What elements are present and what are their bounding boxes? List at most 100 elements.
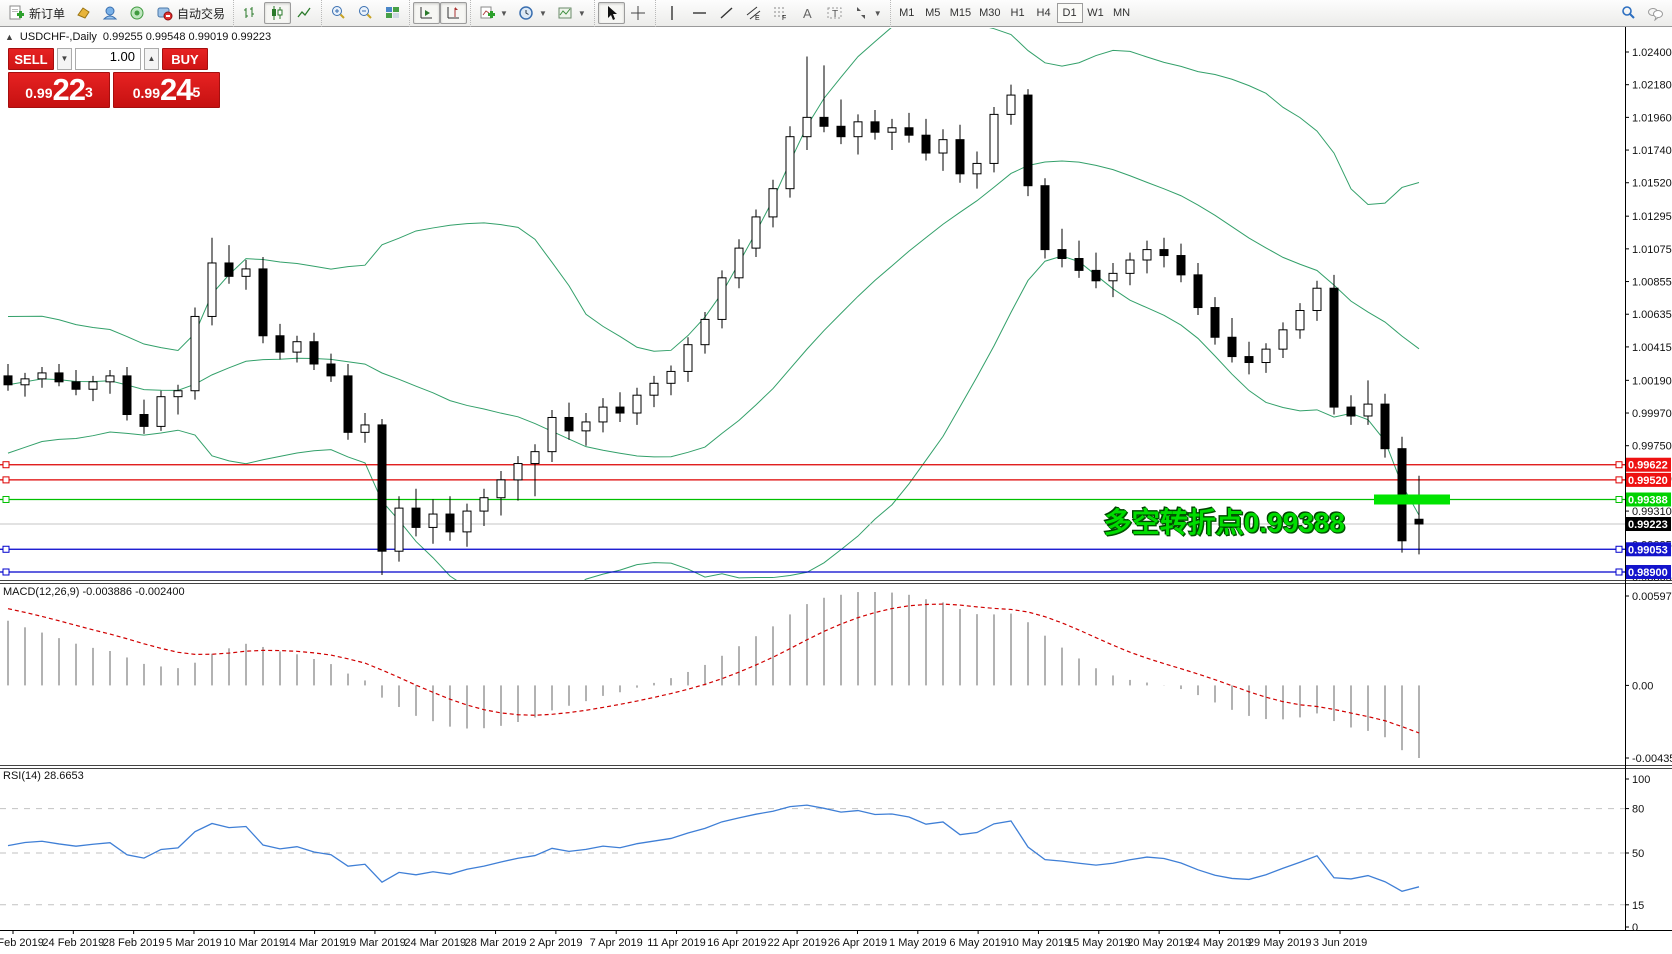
tf-d1[interactable]: D1 [1056, 3, 1083, 23]
new-order-button[interactable]: 新订单 [3, 2, 70, 24]
bullish-candle [1108, 272, 1118, 282]
candlestick-chart-button[interactable] [264, 2, 292, 24]
label-button[interactable]: T [821, 2, 848, 24]
bearish-candle [377, 424, 387, 552]
tf-h1[interactable]: H1 [1010, 7, 1025, 19]
date-label: 1 May 2019 [889, 937, 946, 949]
text-button[interactable]: A [794, 2, 821, 24]
tf-m30[interactable]: M30 [979, 7, 1001, 19]
level-line-handle[interactable] [2, 568, 10, 576]
price-tick-label: 1.01520 [1632, 178, 1672, 190]
bullish-candle [768, 188, 778, 218]
bullish-candle [666, 370, 676, 384]
buy-price-sup: 5 [192, 84, 201, 100]
bullish-candle [513, 463, 523, 481]
sell-button[interactable]: SELL [8, 48, 54, 70]
rsi-axis-label: 15 [1632, 900, 1644, 912]
level-line-handle[interactable] [1615, 495, 1623, 503]
toolbar: 新订单 自动交易 [0, 0, 1672, 27]
bullish-candle [700, 318, 710, 346]
vertical-line-button[interactable] [659, 2, 686, 24]
bearish-candle [564, 416, 574, 432]
volume-input[interactable]: 1.00 [75, 48, 141, 70]
templates-button[interactable]: ▼ [552, 2, 591, 24]
bearish-candle [258, 268, 268, 337]
channel-button[interactable]: E [740, 2, 767, 24]
level-line-handle[interactable] [2, 495, 10, 503]
bullish-candle [581, 421, 591, 432]
tile-windows-button[interactable] [379, 2, 406, 24]
bearish-candle [1193, 274, 1203, 309]
tf-w1[interactable]: W1 [1087, 7, 1104, 19]
level-line-handle[interactable] [1615, 568, 1623, 576]
level-line-handle[interactable] [2, 476, 10, 484]
date-label: 19 Mar 2019 [344, 937, 406, 949]
auto-scroll-button[interactable] [413, 2, 441, 24]
toolbar-group-objects: E F A T ▼ [654, 0, 890, 27]
bearish-candle [1329, 287, 1339, 408]
zoom-out-icon [357, 5, 374, 21]
bearish-candle [1414, 518, 1424, 525]
volume-increase-button[interactable]: ▲ [144, 48, 159, 70]
market-watch-button[interactable] [70, 2, 97, 24]
new-order-label: 新订单 [29, 6, 66, 21]
fibonacci-button[interactable]: F [767, 2, 794, 24]
chat-button[interactable] [1642, 2, 1669, 24]
bearish-candle [921, 134, 931, 154]
volume-decrease-button[interactable]: ▼ [57, 48, 72, 70]
pivot-highlight-segment[interactable] [1374, 494, 1450, 505]
bearish-candle [836, 125, 846, 138]
pivot-annotation-text[interactable]: 多空转折点0.99388 [1103, 506, 1345, 539]
vertical-line-icon [664, 5, 681, 21]
tf-m15[interactable]: M15 [949, 7, 972, 19]
sell-price-tile[interactable]: 0.99 22 3 [8, 72, 110, 108]
collapse-panel-arrow[interactable]: ▲ [5, 32, 14, 42]
line-chart-button[interactable] [291, 2, 318, 24]
periods-button[interactable]: ▼ [513, 2, 552, 24]
crosshair-button[interactable] [625, 2, 652, 24]
trendline-button[interactable] [713, 2, 740, 24]
level-line-handle[interactable] [1615, 545, 1623, 553]
arrows-button[interactable]: ▼ [848, 2, 887, 24]
chart-area[interactable]: 多空转折点0.99388 1.02400 1.02180 1.01960 1.01740… [0, 27, 1672, 954]
bullish-candle [853, 121, 863, 138]
indicators-button[interactable]: ▼ [474, 2, 513, 24]
community-button[interactable] [97, 2, 124, 24]
level-line-handle[interactable] [1615, 476, 1623, 484]
bearish-candle [275, 335, 285, 353]
date-label: 3 Jun 2019 [1313, 937, 1367, 949]
zoom-in-button[interactable] [325, 2, 352, 24]
bearish-candle [819, 116, 829, 127]
chart-shift-button[interactable] [440, 2, 468, 24]
level-line-handle[interactable] [2, 461, 10, 469]
bearish-candle [445, 513, 455, 533]
search-button[interactable] [1615, 2, 1642, 24]
bearish-candle [1210, 307, 1220, 338]
zoom-out-button[interactable] [352, 2, 379, 24]
level-line-handle[interactable] [2, 545, 10, 553]
bullish-candle [989, 113, 999, 164]
bar-chart-icon [242, 5, 259, 21]
rsi-axis-label: 80 [1632, 804, 1644, 816]
horizontal-line-button[interactable] [686, 2, 713, 24]
alerts-button[interactable] [124, 2, 151, 24]
level-line-handle[interactable] [1615, 461, 1623, 469]
ohlc-values: 0.99255 0.99548 0.99019 0.99223 [102, 31, 272, 43]
bullish-candle [683, 344, 693, 372]
buy-price-tile[interactable]: 0.99 24 5 [113, 72, 220, 108]
auto-scroll-icon [418, 5, 435, 21]
bar-chart-button[interactable] [237, 2, 264, 24]
cursor-button[interactable] [597, 2, 625, 24]
bullish-candle [360, 424, 370, 433]
tf-m5[interactable]: M5 [925, 7, 941, 19]
price-badge-label: 0.99388 [1628, 494, 1668, 506]
tf-mn[interactable]: MN [1112, 7, 1131, 19]
autotrading-button[interactable]: 自动交易 [151, 2, 230, 24]
bearish-candle [54, 372, 64, 383]
price-badge [1626, 457, 1671, 472]
date-label: 14 Mar 2019 [284, 937, 346, 949]
tf-m1[interactable]: M1 [899, 7, 915, 19]
buy-button[interactable]: BUY [162, 48, 208, 70]
tf-h4[interactable]: H4 [1036, 7, 1051, 19]
